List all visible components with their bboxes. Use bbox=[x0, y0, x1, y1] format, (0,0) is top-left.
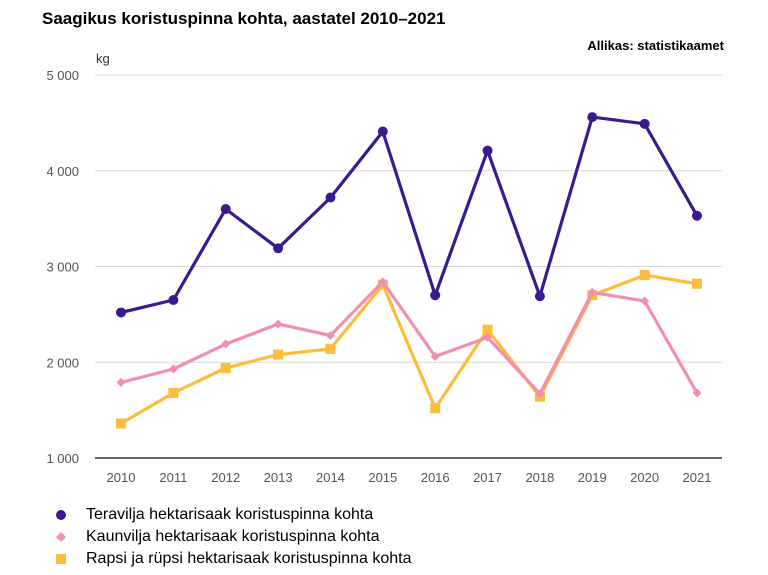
data-point-kaunvilja-2016 bbox=[430, 352, 440, 362]
data-point-rapsi-2016 bbox=[430, 403, 441, 414]
x-tick-label-2010: 2010 bbox=[107, 470, 136, 485]
y-tick-label-3000: 3 000 bbox=[46, 260, 79, 275]
data-point-rapsi-2010 bbox=[116, 418, 126, 429]
x-tick-label-2012: 2012 bbox=[211, 470, 240, 485]
data-point-teravilja-2021 bbox=[692, 210, 702, 221]
x-tick-label-2021: 2021 bbox=[683, 470, 712, 485]
data-point-teravilja-2010 bbox=[116, 307, 126, 318]
data-point-kaunvilja-2018 bbox=[535, 389, 545, 399]
y-tick-label-4000: 4 000 bbox=[46, 164, 79, 179]
legend-item-teravilja: Teravilja hektarisaak koristuspinna koht… bbox=[54, 504, 412, 526]
data-point-kaunvilja-2013 bbox=[273, 319, 283, 329]
data-point-kaunvilja-2012 bbox=[221, 339, 231, 349]
legend-item-rapsi: Rapsi ja rüpsi hektarisaak koristuspinna… bbox=[54, 548, 412, 570]
data-point-teravilja-2016 bbox=[430, 290, 441, 301]
data-point-teravilja-2018 bbox=[534, 291, 545, 302]
data-point-kaunvilja-2010 bbox=[116, 377, 126, 387]
legend-item-kaunvilja: Kaunvilja hektarisaak koristuspinna koht… bbox=[54, 526, 412, 548]
data-point-teravilja-2020 bbox=[639, 118, 650, 129]
source-note: Allikas: statistikaamet bbox=[587, 38, 724, 53]
x-tick-label-2014: 2014 bbox=[316, 470, 345, 485]
legend-label-rapsi: Rapsi ja rüpsi hektarisaak koristuspinna… bbox=[86, 550, 412, 567]
data-point-kaunvilja-2015 bbox=[378, 277, 388, 287]
x-tick-label-2015: 2015 bbox=[368, 470, 397, 485]
x-tick-label-2013: 2013 bbox=[264, 470, 293, 485]
data-point-kaunvilja-2014 bbox=[325, 330, 335, 340]
legend-label-kaunvilja: Kaunvilja hektarisaak koristuspinna koht… bbox=[86, 528, 380, 545]
data-point-kaunvilja-2011 bbox=[168, 364, 178, 374]
y-axis-label: kg bbox=[96, 51, 110, 66]
x-tick-label-2020: 2020 bbox=[630, 470, 659, 485]
x-tick-label-2019: 2019 bbox=[578, 470, 607, 485]
data-point-rapsi-2020 bbox=[639, 270, 650, 281]
data-point-teravilja-2017 bbox=[482, 145, 493, 156]
series-line-teravilja bbox=[119, 115, 699, 315]
data-point-rapsi-2012 bbox=[220, 362, 231, 373]
data-point-teravilja-2013 bbox=[273, 243, 284, 254]
y-tick-label-1000: 1 000 bbox=[46, 451, 79, 466]
series-line-rapsi bbox=[119, 273, 699, 426]
data-point-teravilja-2012 bbox=[220, 204, 231, 215]
y-tick-label-2000: 2 000 bbox=[46, 355, 79, 370]
data-point-rapsi-2014 bbox=[325, 343, 336, 354]
data-point-rapsi-2011 bbox=[168, 387, 179, 398]
data-point-kaunvilja-2017 bbox=[483, 332, 493, 342]
x-tick-label-2016: 2016 bbox=[421, 470, 450, 485]
data-point-rapsi-2017 bbox=[482, 324, 493, 335]
legend: Teravilja hektarisaak koristuspinna koht… bbox=[54, 504, 412, 570]
data-point-kaunvilja-2021 bbox=[692, 388, 702, 398]
data-point-rapsi-2021 bbox=[692, 278, 702, 289]
line-chart: 1 000 2 000 3 000 4 000 5 000 kg 2010 2011 2012 2… bbox=[46, 51, 722, 485]
legend-marker-rapsi bbox=[54, 552, 80, 566]
data-point-rapsi-2013 bbox=[273, 349, 284, 360]
data-point-teravilja-2014 bbox=[325, 192, 336, 203]
x-tick-label-2018: 2018 bbox=[525, 470, 554, 485]
x-tick-label-2017: 2017 bbox=[473, 470, 502, 485]
legend-marker-teravilja bbox=[54, 508, 80, 522]
chart-title: Saagikus koristuspinna kohta, aastatel 2… bbox=[42, 9, 446, 28]
y-tick-label-5000: 5 000 bbox=[46, 68, 79, 83]
legend-marker-kaunvilja bbox=[54, 530, 80, 544]
series-line-kaunvilja bbox=[119, 280, 699, 396]
data-point-kaunvilja-2020 bbox=[640, 296, 650, 306]
data-point-teravilja-2011 bbox=[168, 295, 179, 306]
x-tick-label-2011: 2011 bbox=[159, 470, 187, 485]
data-point-teravilja-2019 bbox=[587, 112, 598, 123]
data-point-teravilja-2015 bbox=[377, 126, 388, 137]
data-point-kaunvilja-2019 bbox=[587, 287, 597, 297]
legend-label-teravilja: Teravilja hektarisaak koristuspinna koht… bbox=[86, 506, 374, 523]
